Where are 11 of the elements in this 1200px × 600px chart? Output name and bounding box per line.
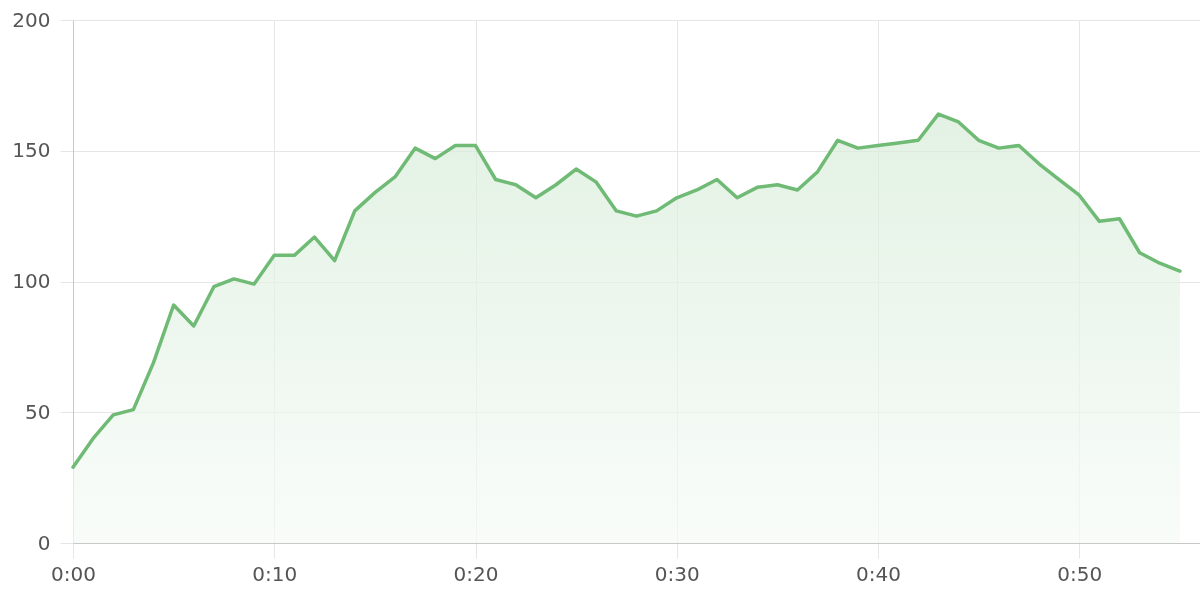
y-tick-label: 0 [37, 530, 51, 555]
x-tick-label: 0:10 [252, 561, 298, 586]
y-tick-label: 50 [25, 399, 51, 424]
x-tick-label: 0:40 [856, 561, 901, 586]
x-tick-label: 0:00 [51, 561, 96, 586]
y-tick-label: 150 [12, 138, 51, 163]
y-tick-label: 200 [12, 7, 51, 32]
x-tick-label: 0:30 [654, 561, 700, 586]
x-tick-label: 0:20 [453, 561, 499, 586]
x-tick-label: 0:50 [1057, 561, 1103, 586]
y-tick-label: 100 [12, 269, 51, 293]
